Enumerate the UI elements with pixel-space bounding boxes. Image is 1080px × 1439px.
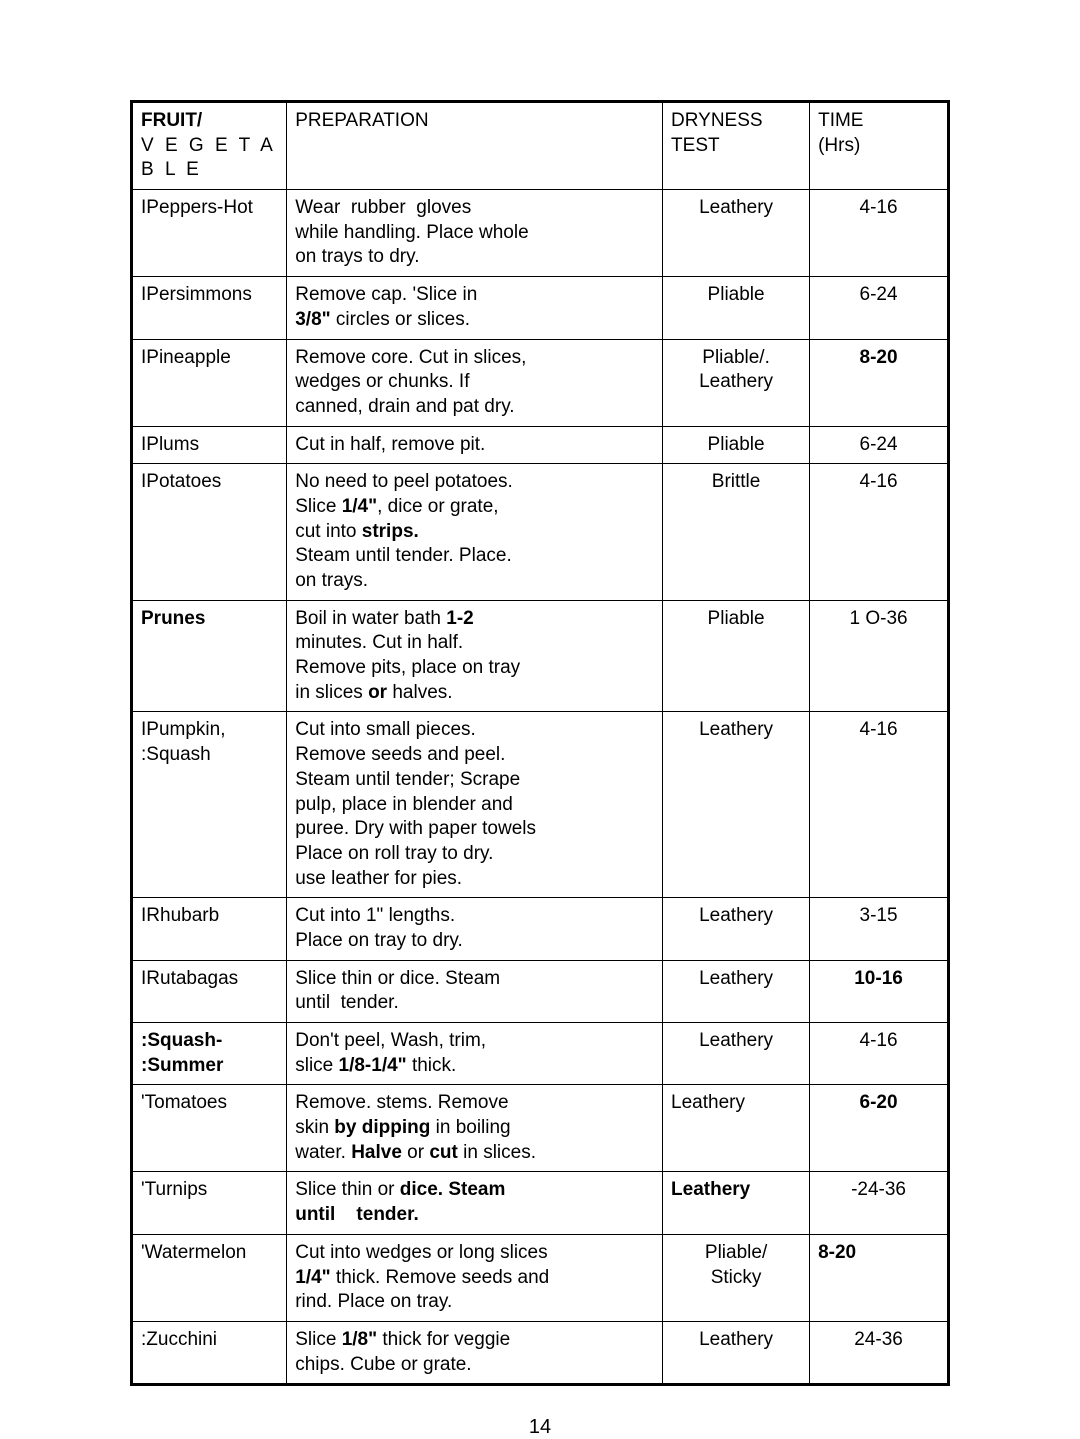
preparation-cell: Don't peel, Wash, trim,slice 1/8-1/4" th… — [287, 1023, 663, 1085]
header-preparation: PREPARATION — [287, 102, 663, 190]
table-row: IPeppers-HotWear rubber gloveswhile hand… — [132, 190, 949, 277]
drying-table-container: FRUIT/ V E G E T A B L E PREPARATION DRY… — [130, 100, 950, 1386]
preparation-cell: Wear rubber gloveswhile handling. Place … — [287, 190, 663, 277]
header-dryness-line1: DRYNESS — [671, 110, 763, 131]
header-fruit-line2: V E G E T A B L E — [141, 135, 275, 181]
preparation-cell: Slice thin or dice. Steamuntil tender. — [287, 960, 663, 1022]
time-cell: 8-20 — [810, 1234, 949, 1321]
time-cell: 8-20 — [810, 339, 949, 426]
drying-table: FRUIT/ V E G E T A B L E PREPARATION DRY… — [130, 100, 950, 1386]
dryness-cell: Pliable/Sticky — [663, 1234, 810, 1321]
dryness-cell: Pliable — [663, 600, 810, 712]
header-time-line2: (Hrs) — [818, 135, 860, 156]
table-row: IPotatoesNo need to peel potatoes.Slice … — [132, 464, 949, 600]
dryness-cell: Leathery — [663, 1172, 810, 1234]
table-row: :ZucchiniSlice 1/8" thick for veggiechip… — [132, 1321, 949, 1384]
dryness-cell: Leathery — [663, 1085, 810, 1172]
table-row: IPineappleRemove core. Cut in slices,wed… — [132, 339, 949, 426]
fruit-cell: Prunes — [132, 600, 287, 712]
table-row: IRhubarbCut into 1" lengths.Place on tra… — [132, 898, 949, 960]
time-cell: 24-36 — [810, 1321, 949, 1384]
preparation-cell: Cut in half, remove pit. — [287, 426, 663, 464]
fruit-cell: IPersimmons — [132, 277, 287, 339]
fruit-cell: IRhubarb — [132, 898, 287, 960]
preparation-cell: Remove. stems. Removeskin by dipping in … — [287, 1085, 663, 1172]
table-row: IPersimmonsRemove cap. 'Slice in3/8" cir… — [132, 277, 949, 339]
time-cell: -24-36 — [810, 1172, 949, 1234]
fruit-cell: IPeppers-Hot — [132, 190, 287, 277]
preparation-cell: Cut into 1" lengths.Place on tray to dry… — [287, 898, 663, 960]
header-fruit: FRUIT/ V E G E T A B L E — [132, 102, 287, 190]
dryness-cell: Leathery — [663, 898, 810, 960]
page-number: 14 — [130, 1416, 950, 1439]
fruit-cell: :Zucchini — [132, 1321, 287, 1384]
table-row: 'WatermelonCut into wedges or long slice… — [132, 1234, 949, 1321]
time-cell: 1 O-36 — [810, 600, 949, 712]
header-fruit-line1: FRUIT/ — [141, 110, 202, 131]
table-row: :Squash-:SummerDon't peel, Wash, trim,sl… — [132, 1023, 949, 1085]
header-time-line1: TIME — [818, 110, 863, 131]
preparation-cell: Cut into wedges or long slices1/4" thick… — [287, 1234, 663, 1321]
preparation-cell: Slice thin or dice. Steamuntil tender. — [287, 1172, 663, 1234]
dryness-cell: Leathery — [663, 960, 810, 1022]
preparation-cell: Boil in water bath 1-2minutes. Cut in ha… — [287, 600, 663, 712]
time-cell: 6-24 — [810, 277, 949, 339]
dryness-cell: Pliable/.Leathery — [663, 339, 810, 426]
table-row: PrunesBoil in water bath 1-2minutes. Cut… — [132, 600, 949, 712]
preparation-cell: Cut into small pieces.Remove seeds and p… — [287, 712, 663, 898]
time-cell: 3-15 — [810, 898, 949, 960]
fruit-cell: 'Watermelon — [132, 1234, 287, 1321]
header-dryness-line2: TEST — [671, 135, 720, 156]
dryness-cell: Leathery — [663, 1321, 810, 1384]
table-row: 'TomatoesRemove. stems. Removeskin by di… — [132, 1085, 949, 1172]
table-row: IPlumsCut in half, remove pit.Pliable6-2… — [132, 426, 949, 464]
preparation-cell: Remove cap. 'Slice in3/8" circles or sli… — [287, 277, 663, 339]
time-cell: 6-24 — [810, 426, 949, 464]
table-body: IPeppers-HotWear rubber gloveswhile hand… — [132, 190, 949, 1385]
preparation-cell: Remove core. Cut in slices,wedges or chu… — [287, 339, 663, 426]
time-cell: 4-16 — [810, 1023, 949, 1085]
fruit-cell: IRutabagas — [132, 960, 287, 1022]
header-time: TIME (Hrs) — [810, 102, 949, 190]
fruit-cell: :Squash-:Summer — [132, 1023, 287, 1085]
header-prep-text: PREPARATION — [295, 110, 428, 131]
fruit-cell: IPumpkin,:Squash — [132, 712, 287, 898]
dryness-cell: Leathery — [663, 712, 810, 898]
time-cell: 4-16 — [810, 712, 949, 898]
dryness-cell: Leathery — [663, 1023, 810, 1085]
fruit-cell: 'Tomatoes — [132, 1085, 287, 1172]
header-dryness: DRYNESS TEST — [663, 102, 810, 190]
fruit-cell: IPotatoes — [132, 464, 287, 600]
fruit-cell: IPineapple — [132, 339, 287, 426]
preparation-cell: No need to peel potatoes.Slice 1/4", dic… — [287, 464, 663, 600]
time-cell: 4-16 — [810, 464, 949, 600]
dryness-cell: Leathery — [663, 190, 810, 277]
table-row: IPumpkin,:SquashCut into small pieces.Re… — [132, 712, 949, 898]
time-cell: 4-16 — [810, 190, 949, 277]
table-header-row: FRUIT/ V E G E T A B L E PREPARATION DRY… — [132, 102, 949, 190]
fruit-cell: IPlums — [132, 426, 287, 464]
fruit-cell: 'Turnips — [132, 1172, 287, 1234]
dryness-cell: Pliable — [663, 277, 810, 339]
time-cell: 6-20 — [810, 1085, 949, 1172]
time-cell: 10-16 — [810, 960, 949, 1022]
dryness-cell: Pliable — [663, 426, 810, 464]
preparation-cell: Slice 1/8" thick for veggiechips. Cube o… — [287, 1321, 663, 1384]
table-row: 'TurnipsSlice thin or dice. Steamuntil t… — [132, 1172, 949, 1234]
dryness-cell: Brittle — [663, 464, 810, 600]
table-row: IRutabagasSlice thin or dice. Steamuntil… — [132, 960, 949, 1022]
